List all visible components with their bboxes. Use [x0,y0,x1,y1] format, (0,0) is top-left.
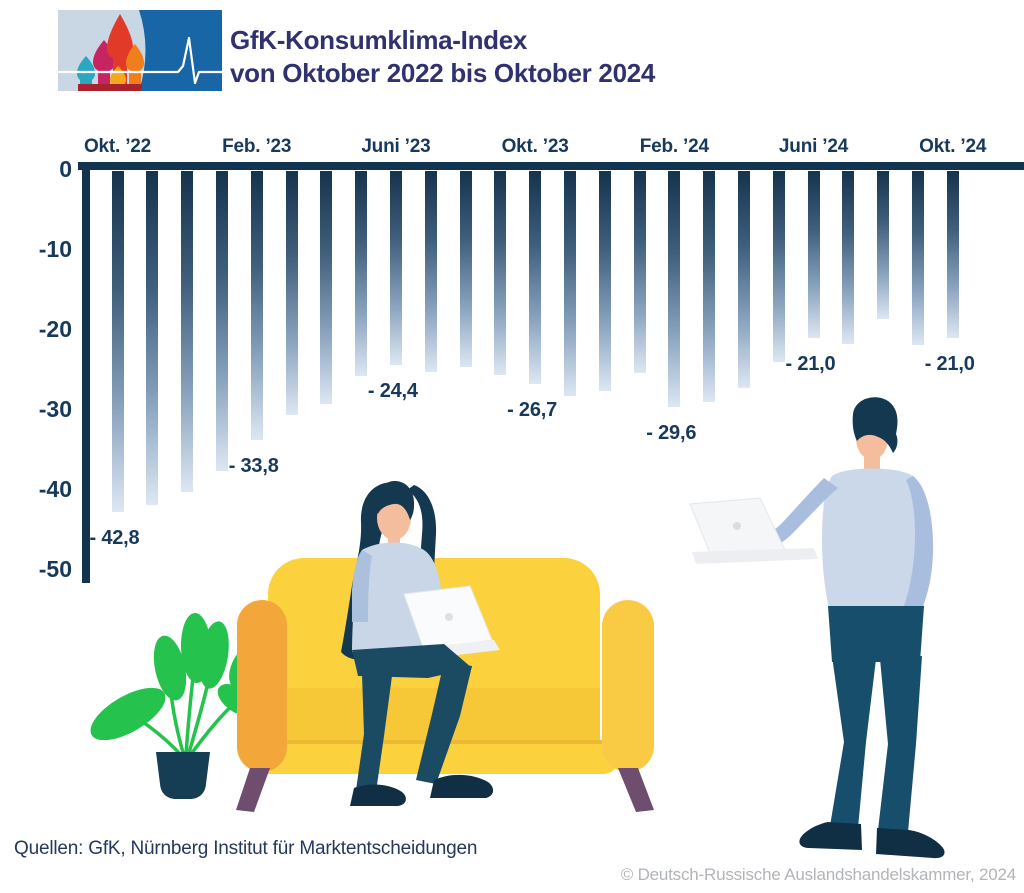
y-tick-label: -30 [38,396,72,422]
man-with-laptop-icon [689,397,945,859]
y-tick-label: -50 [38,556,72,582]
copyright-note: © Deutsch-Russische Auslandshandelskamme… [620,865,1016,884]
bar-Mär. ’24 [703,171,716,402]
y-tick-label: -10 [38,236,72,262]
woman-with-laptop-icon [341,481,500,806]
bar-Mai ’24 [772,171,785,362]
bar-Nov. ’23 [563,171,576,397]
bar-Nov. ’22 [146,171,159,506]
x-tick-label: Okt. ’22 [83,136,152,157]
bar-Jan. ’23 [215,171,228,471]
bar-value-label: - 29,6 [646,421,697,444]
bar-value-label: - 42,8 [89,527,140,550]
bar-Juni ’23 [389,171,402,366]
bar-Sep. ’24 [911,171,924,346]
bar-Aug. ’23 [459,171,472,367]
y-axis-line [82,162,90,583]
bar-value-label: - 21,0 [924,353,975,375]
potted-plant-icon [90,613,257,799]
bar-value-label: - 26,7 [507,398,558,421]
source-note: Quellen: GfK, Nürnberg Institut für Mark… [14,838,478,859]
bar-Feb. ’23 [250,171,263,441]
bar-Aug. ’24 [877,171,890,319]
sofa-icon [236,558,654,812]
x-tick-label: Okt. ’24 [919,136,987,157]
ahk-logo-graphic [56,10,224,91]
bar-Jan. ’24 [633,171,646,374]
bar-Okt. ’23 [529,171,542,384]
bar-value-label: - 33,8 [228,455,279,478]
heartbeat-line-icon [56,36,224,85]
bar-Juni ’24 [807,171,820,338]
bar-Apr. ’24 [737,171,750,389]
title-line-1: GfK-Konsumklima-Index [230,25,528,55]
page-title: GfK-Konsumklima-Index von Oktober 2022 b… [230,24,655,90]
x-axis-line [78,162,1024,170]
logo-blue-panel [139,10,222,91]
x-tick-label: Feb. ’23 [222,136,292,157]
bar-Mai ’23 [355,171,368,377]
bar-Juli ’24 [842,171,855,345]
bar-Sep. ’23 [494,171,507,375]
title-line-2: von Oktober 2022 bis Oktober 2024 [230,58,656,88]
bar-Apr. ’23 [320,171,333,405]
x-tick-label: Juni ’23 [361,136,431,157]
bar-value-label: - 24,4 [367,380,418,403]
bar-Dez. ’23 [598,171,611,391]
bar-Mär. ’23 [285,171,298,415]
x-tick-label: Okt. ’23 [501,136,569,157]
x-tick-label: Feb. ’24 [639,136,709,157]
y-tick-label: -40 [38,476,72,502]
y-tick-label: 0 [59,156,72,182]
bar-Juli ’23 [424,171,437,372]
bar-Dez. ’22 [181,171,194,492]
bar-value-label: - 21,0 [785,353,836,375]
bar-Feb. ’24 [668,171,681,407]
ahk-logo [56,10,224,91]
x-tick-label: Juni ’24 [778,136,849,157]
bar-Okt. ’22 [111,171,124,513]
bar-Okt. ’24 [946,171,959,338]
cathedral-icon [77,14,144,91]
y-tick-label: -20 [38,316,72,342]
